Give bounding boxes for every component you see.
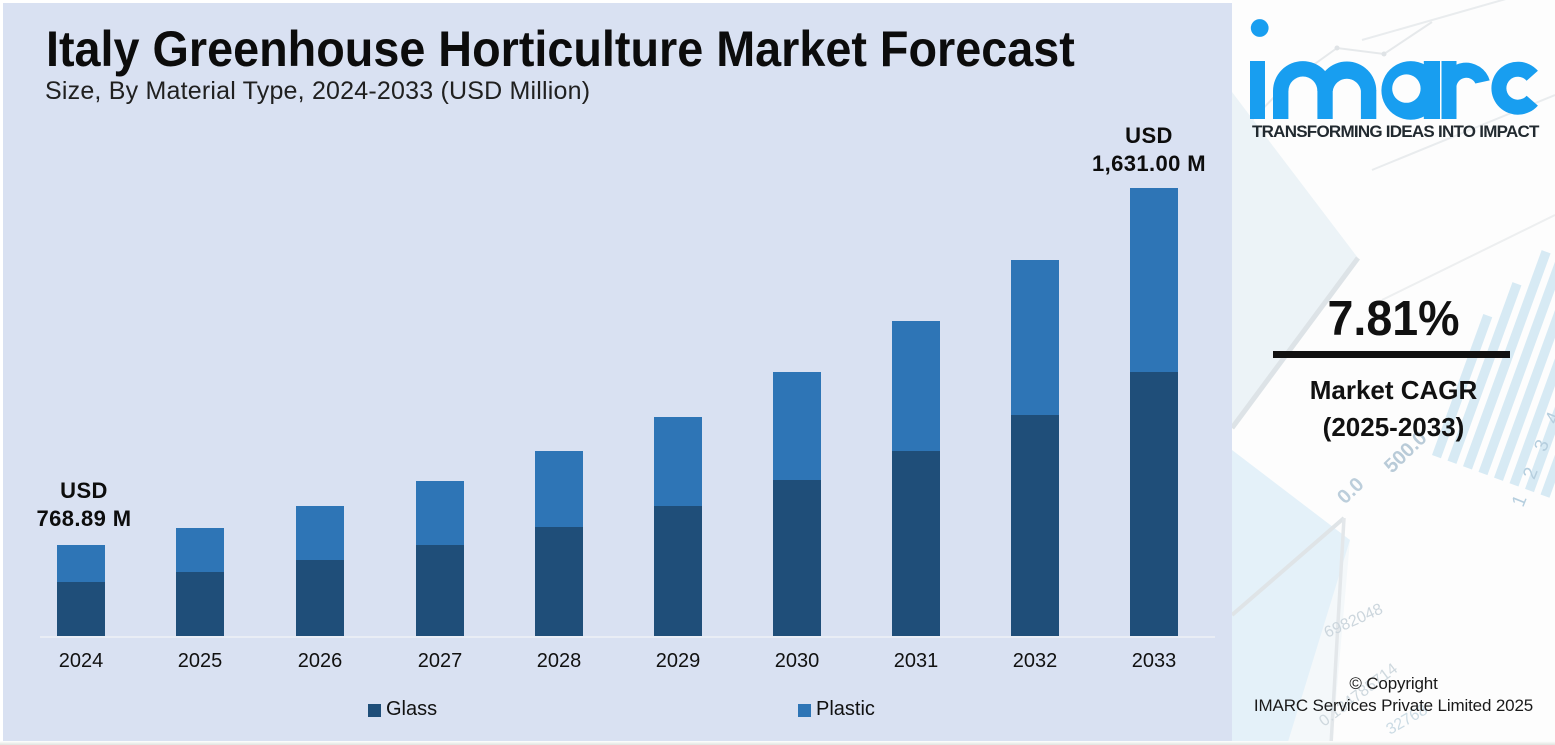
svg-text:0.0: 0.0 — [1333, 473, 1368, 508]
